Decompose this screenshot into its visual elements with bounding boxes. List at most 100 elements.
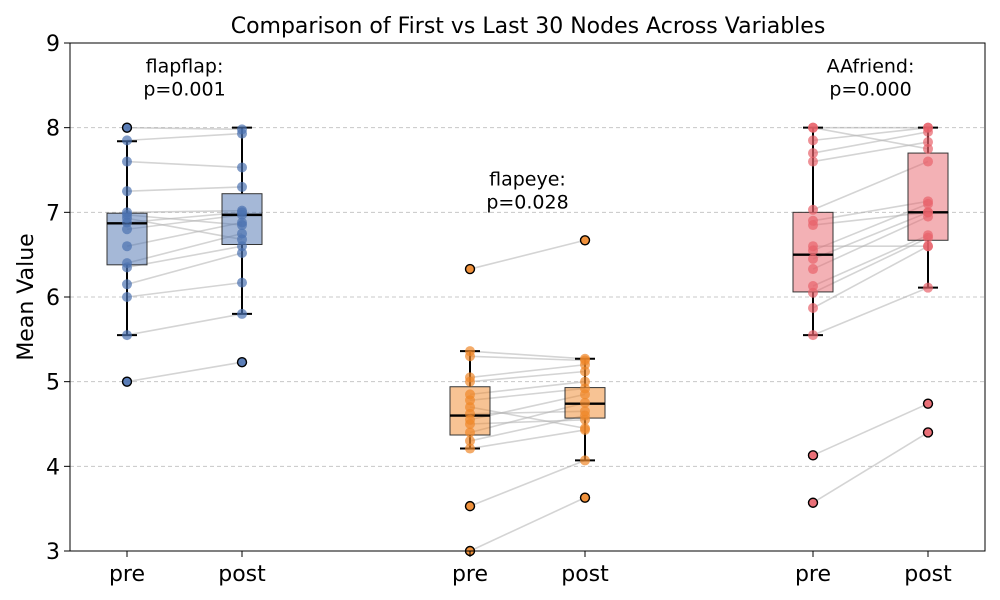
outlier-point [236, 356, 248, 368]
data-point [580, 397, 590, 408]
outlier-point [579, 235, 591, 246]
data-point [122, 258, 132, 269]
x-tick-label: post [561, 562, 609, 587]
data-point [122, 186, 132, 197]
data-point [923, 143, 933, 154]
paired-line [126, 252, 243, 286]
data-point [465, 389, 475, 400]
outlier-point [579, 492, 591, 503]
paired-line [469, 459, 586, 507]
data-point [808, 122, 818, 133]
paired-line [469, 496, 586, 552]
outlier-point [121, 122, 133, 133]
paired-line [126, 361, 243, 383]
data-point [808, 280, 818, 291]
paired-line [812, 431, 929, 504]
x-tick-label: post [218, 562, 266, 587]
group-annotation-name: flapflap: [146, 56, 224, 78]
outlier-point [807, 450, 819, 461]
data-point [923, 207, 933, 218]
data-point [580, 353, 590, 364]
data-point [237, 220, 247, 231]
paired-line [812, 131, 929, 154]
paired-line [469, 239, 586, 270]
paired-line [469, 429, 586, 450]
paired-line [812, 126, 929, 150]
y-axis-label: Mean Value [14, 233, 39, 360]
paired-line [126, 186, 243, 192]
paired-line [469, 350, 586, 360]
data-point [122, 241, 132, 252]
paired-line [126, 160, 243, 169]
paired-line [812, 286, 929, 336]
outlier-point [464, 263, 476, 275]
outlier-point [922, 427, 934, 438]
y-tick-label: 7 [46, 201, 60, 226]
group-annotation-name: flapeye: [489, 168, 566, 190]
group-annotation-name: AAfriend: [827, 56, 915, 78]
data-point [122, 330, 132, 341]
data-point [122, 156, 132, 167]
y-tick-label: 8 [46, 117, 60, 142]
data-point [237, 181, 247, 192]
data-point [237, 162, 247, 173]
data-point [580, 455, 590, 466]
x-tick-label: pre [452, 562, 488, 587]
paired-line [812, 126, 929, 142]
y-tick-label: 9 [46, 32, 60, 57]
annotations: flapflap:p=0.001 flapeye:p=0.028 AAfriend:… [143, 56, 914, 214]
data-point [808, 135, 818, 146]
grid-lines [70, 127, 985, 467]
data-point [237, 308, 247, 319]
data-point [808, 264, 818, 275]
group-annotation-pvalue: p=0.028 [486, 191, 568, 213]
data-point [237, 124, 247, 135]
data-point [465, 372, 475, 383]
outlier-point [807, 497, 819, 508]
data-point [923, 196, 933, 207]
data-point [808, 215, 818, 226]
data-point [808, 241, 818, 252]
data-point [465, 443, 475, 454]
data-point [923, 122, 933, 133]
outlier-point [464, 500, 476, 512]
y-tick-label: 4 [46, 455, 60, 480]
data-point [122, 207, 132, 218]
data-point [808, 330, 818, 341]
paired-line [126, 281, 243, 298]
paired-line [812, 245, 929, 309]
group-annotation-pvalue: p=0.001 [143, 79, 225, 101]
data-points [121, 122, 934, 557]
group-annotation-pvalue: p=0.000 [829, 79, 911, 101]
paired-line [812, 402, 929, 457]
data-point [122, 292, 132, 302]
paired-line [469, 363, 586, 379]
paired-line [469, 370, 586, 383]
chart-title: Comparison of First vs Last 30 Nodes Acr… [231, 14, 826, 39]
outlier-point [922, 398, 934, 409]
data-point [808, 253, 818, 264]
axes: 3 4 5 6 7 8 9 pre post pre post pre post [46, 32, 986, 587]
data-point [923, 241, 933, 252]
data-point [237, 205, 247, 216]
data-point [580, 414, 590, 425]
data-point [122, 135, 132, 146]
y-tick-label: 5 [46, 371, 60, 396]
outlier-point [121, 376, 133, 387]
paired-line [469, 355, 586, 362]
data-point [923, 230, 933, 241]
data-point [808, 156, 818, 167]
data-point [237, 277, 247, 288]
data-point [465, 427, 475, 438]
data-point [808, 303, 818, 314]
x-tick-label: pre [109, 562, 145, 587]
paired-line [126, 313, 243, 336]
boxes [106, 126, 949, 462]
plot-frame [69, 42, 986, 552]
data-point [808, 148, 818, 159]
data-point [923, 282, 933, 293]
x-tick-label: post [904, 562, 952, 587]
y-tick-label: 3 [46, 540, 60, 565]
paired-line [126, 132, 243, 142]
